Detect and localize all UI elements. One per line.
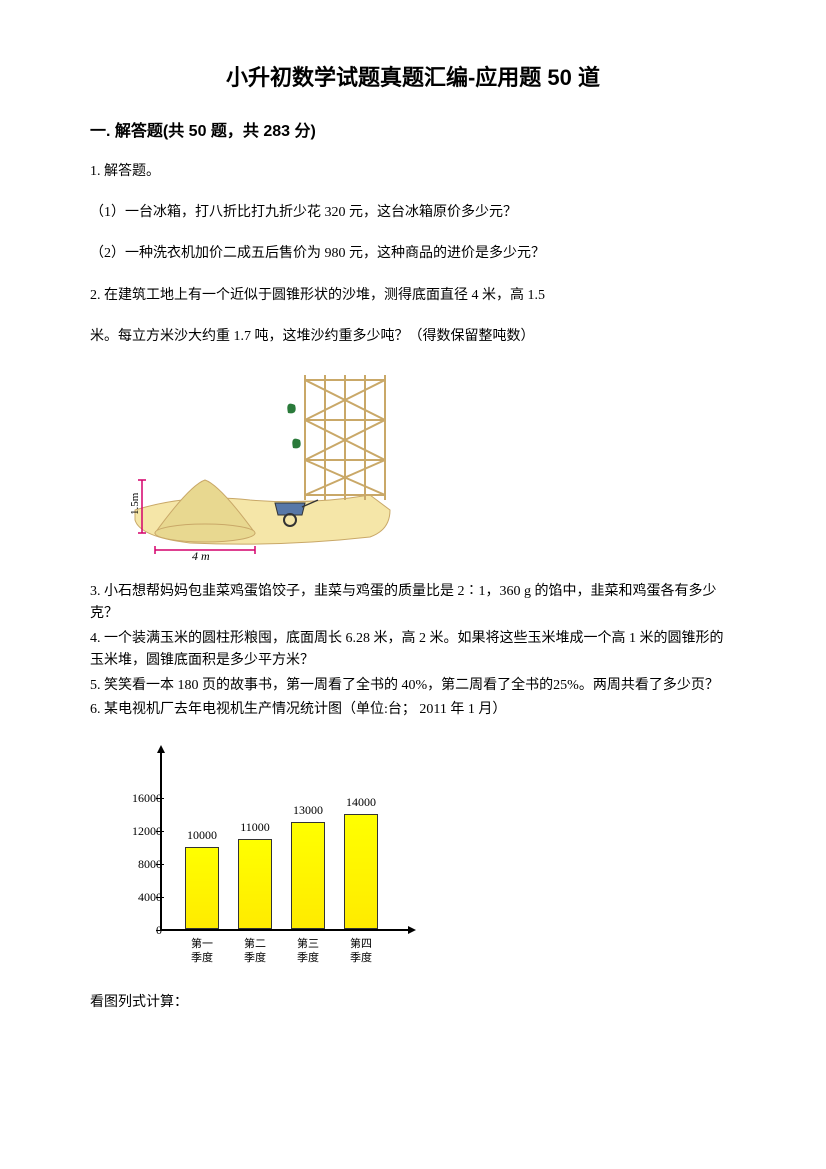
x-category: 第四 季度 bbox=[344, 937, 378, 966]
x-category: 第三 季度 bbox=[291, 937, 325, 966]
section-header: 一. 解答题(共 50 题，共 283 分) bbox=[90, 117, 736, 141]
y-tick-label: 16000 bbox=[112, 791, 162, 806]
question-1-stem: 1. 解答题。 bbox=[90, 159, 736, 184]
sand-diagram-svg: 1.5m 4 m bbox=[130, 365, 400, 560]
y-tick-label: 12000 bbox=[112, 824, 162, 839]
y-tick bbox=[156, 798, 164, 799]
y-tick bbox=[156, 897, 164, 898]
bar-chart: 0 4000 8000 12000 16000 10000 第一 季度 1100… bbox=[110, 741, 430, 971]
width-label: 4 m bbox=[192, 549, 210, 560]
question-6: 6. 某电视机厂去年电视机生产情况统计图（单位:台； 2011 年 1 月） bbox=[90, 699, 736, 721]
final-instruction: 看图列式计算： bbox=[90, 991, 736, 1011]
y-tick-label: 8000 bbox=[112, 857, 162, 872]
question-1-sub1: （1）一台冰箱，打八折比打九折少花 320 元，这台冰箱原价多少元？ bbox=[90, 200, 736, 225]
x-axis bbox=[160, 929, 410, 931]
question-5: 5. 笑笑看一本 180 页的故事书，第一周看了全书的 40%，第二周看了全书的… bbox=[90, 675, 736, 697]
page-title: 小升初数学试题真题汇编-应用题 50 道 bbox=[90, 60, 736, 92]
y-tick-label: 0 bbox=[112, 923, 162, 938]
bar-label: 13000 bbox=[283, 803, 333, 818]
y-tick bbox=[156, 930, 164, 931]
bar-label: 11000 bbox=[230, 820, 280, 835]
question-2-line2: 米。每立方米沙大约重 1.7 吨，这堆沙约重多少吨？（得数保留整吨数） bbox=[90, 324, 736, 349]
y-tick bbox=[156, 864, 164, 865]
height-label: 1.5m bbox=[130, 492, 141, 515]
x-category: 第一 季度 bbox=[185, 937, 219, 966]
sand-pile-illustration: 1.5m 4 m bbox=[130, 365, 736, 565]
x-category: 第二 季度 bbox=[238, 937, 272, 966]
bar-q3 bbox=[291, 822, 325, 929]
bar-q4 bbox=[344, 814, 378, 930]
y-tick bbox=[156, 831, 164, 832]
question-4: 4. 一个装满玉米的圆柱形粮囤，底面周长 6.28 米，高 2 米。如果将这些玉… bbox=[90, 628, 736, 673]
question-3: 3. 小石想帮妈妈包韭菜鸡蛋馅饺子，韭菜与鸡蛋的质量比是 2∶1，360 g 的… bbox=[90, 581, 736, 626]
bar-label: 10000 bbox=[177, 828, 227, 843]
question-2-line1: 2. 在建筑工地上有一个近似于圆锥形状的沙堆，测得底面直径 4 米，高 1.5 bbox=[90, 283, 736, 308]
bar-q2 bbox=[238, 839, 272, 930]
bar-q1 bbox=[185, 847, 219, 930]
y-tick-label: 4000 bbox=[112, 890, 162, 905]
bar-label: 14000 bbox=[336, 795, 386, 810]
x-axis-arrow bbox=[408, 926, 416, 934]
question-1-sub2: （2）一种洗衣机加价二成五后售价为 980 元，这种商品的进价是多少元？ bbox=[90, 241, 736, 266]
